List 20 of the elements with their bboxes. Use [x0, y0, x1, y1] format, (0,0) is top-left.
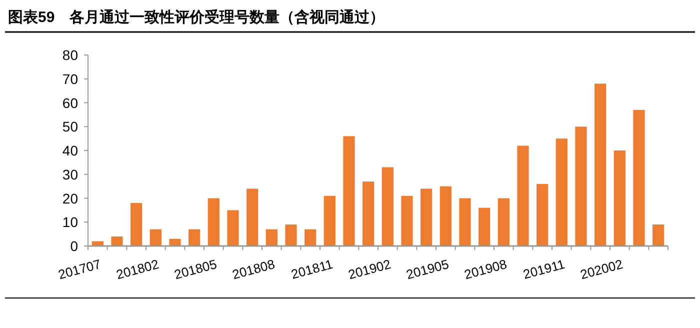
x-tick-label: 201805 — [172, 256, 218, 282]
x-tick-label: 201811 — [290, 256, 334, 282]
y-tick-label: 60 — [62, 94, 78, 111]
x-tick-label: 201911 — [522, 256, 566, 282]
chart-title: 图表59 各月通过一致性评价受理号数量（含视同通过） — [8, 9, 385, 26]
x-tick-label: 201707 — [56, 256, 102, 282]
y-tick-label: 0 — [70, 238, 78, 254]
x-tick-label: 201808 — [230, 256, 276, 282]
y-tick-label: 40 — [62, 142, 78, 158]
x-tick-label: 201802 — [114, 256, 160, 282]
y-tick-label: 20 — [62, 190, 78, 206]
y-tick-label: 70 — [62, 70, 78, 87]
y-tick-label: 80 — [62, 47, 78, 63]
x-tick-label: 202002 — [578, 256, 624, 282]
y-tick-label: 10 — [62, 214, 78, 230]
x-tick-label: 201902 — [346, 256, 392, 282]
y-tick-label: 30 — [62, 166, 78, 182]
x-tick-label: 201905 — [404, 256, 450, 282]
x-tick-label: 201908 — [462, 256, 508, 282]
y-tick-label: 50 — [62, 118, 78, 135]
